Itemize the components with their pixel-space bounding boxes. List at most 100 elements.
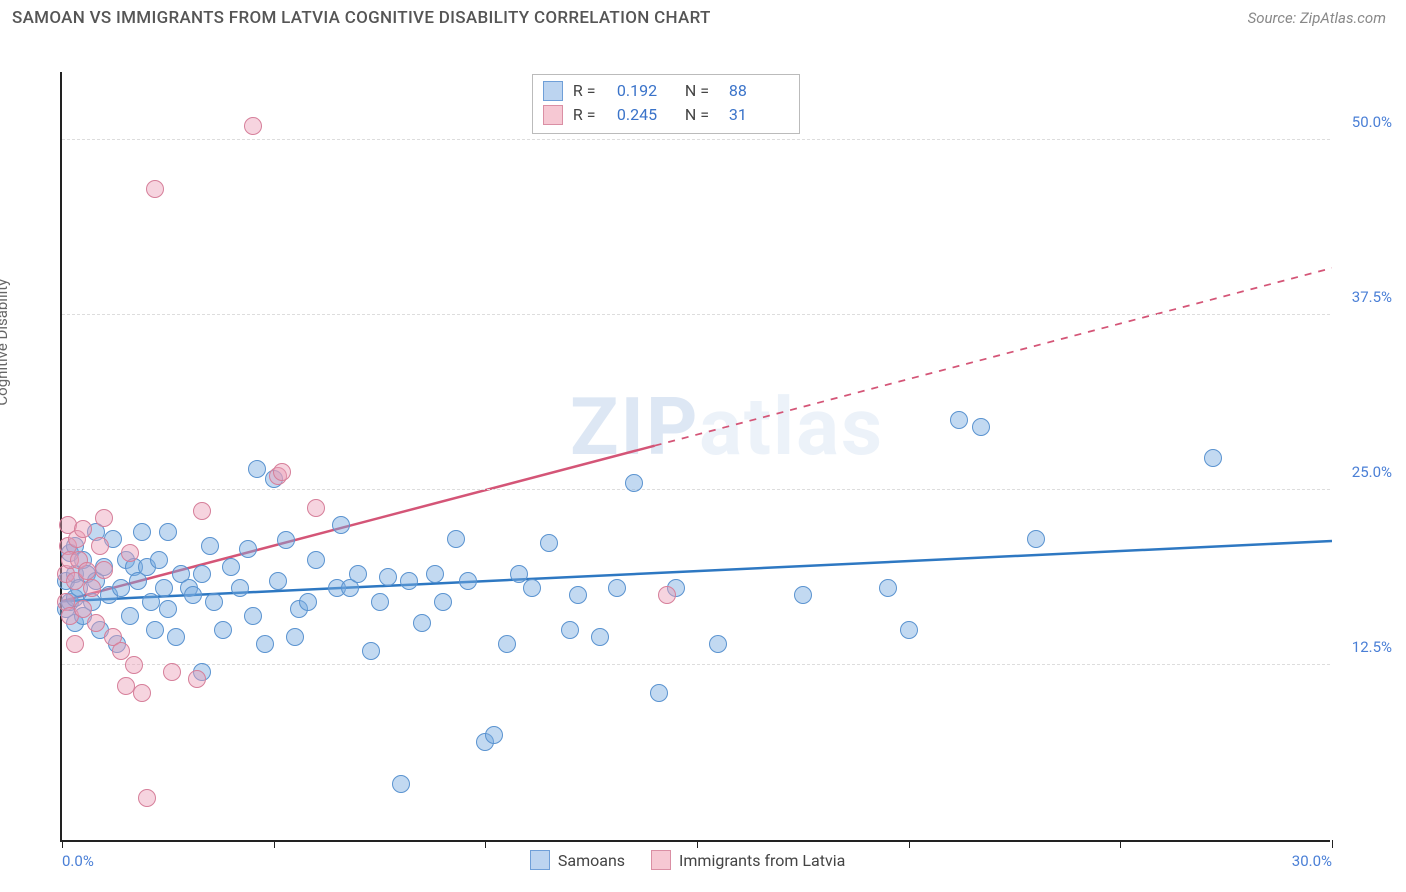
data-point — [91, 537, 109, 555]
data-point — [138, 789, 156, 807]
data-point — [447, 530, 465, 548]
data-point — [561, 621, 579, 639]
data-point — [392, 775, 410, 793]
data-point — [244, 117, 262, 135]
data-point — [95, 509, 113, 527]
data-point — [269, 572, 287, 590]
data-point — [83, 579, 101, 597]
data-point — [159, 523, 177, 541]
data-point — [121, 544, 139, 562]
data-point — [201, 537, 219, 555]
x-tick-label: 0.0% — [62, 852, 94, 870]
data-point — [658, 586, 676, 604]
data-point — [349, 565, 367, 583]
y-tick-label: 12.5% — [1352, 638, 1392, 656]
data-point — [112, 579, 130, 597]
data-point — [214, 621, 232, 639]
data-point — [569, 586, 587, 604]
data-point — [188, 670, 206, 688]
data-point — [498, 635, 516, 653]
x-tick — [485, 840, 486, 848]
data-point — [794, 586, 812, 604]
data-point — [972, 418, 990, 436]
data-point — [523, 579, 541, 597]
legend-stats: R =0.192N =88R =0.245N =31 — [532, 74, 800, 134]
legend-series: Samoans Immigrants from Latvia — [530, 850, 845, 870]
legend-n-value: 31 — [729, 103, 787, 127]
data-point — [78, 562, 96, 580]
legend-n-label: N = — [685, 79, 719, 103]
legend-swatch — [530, 850, 550, 870]
data-point — [205, 593, 223, 611]
data-point — [121, 607, 139, 625]
data-point — [608, 579, 626, 597]
data-point — [362, 642, 380, 660]
legend-r-value: 0.192 — [617, 79, 675, 103]
data-point — [400, 572, 418, 590]
data-point — [193, 565, 211, 583]
data-point — [146, 621, 164, 639]
y-axis-label: Cognitive Disability — [0, 279, 11, 406]
legend-series-label: Samoans — [558, 851, 625, 870]
data-point — [222, 558, 240, 576]
data-point — [167, 628, 185, 646]
gridline-h — [62, 139, 1330, 140]
data-point — [117, 677, 135, 695]
legend-r-label: R = — [573, 79, 607, 103]
data-point — [273, 463, 291, 481]
x-tick — [1332, 840, 1333, 848]
x-tick — [697, 840, 698, 848]
data-point — [95, 561, 113, 579]
legend-swatch — [543, 105, 563, 125]
data-point — [459, 572, 477, 590]
data-point — [709, 635, 727, 653]
data-point — [1027, 530, 1045, 548]
data-point — [231, 579, 249, 597]
data-point — [950, 411, 968, 429]
trend-line-dashed — [655, 268, 1332, 446]
gridline-h — [62, 664, 1330, 665]
data-point — [239, 540, 257, 558]
data-point — [299, 593, 317, 611]
data-point — [155, 579, 173, 597]
data-point — [650, 684, 668, 702]
legend-stats-row: R =0.192N =88 — [543, 79, 787, 103]
data-point — [277, 531, 295, 549]
chart-container: Cognitive Disability ZIPatlas R =0.192N … — [12, 32, 1394, 888]
legend-n-label: N = — [685, 103, 719, 127]
data-point — [1204, 449, 1222, 467]
data-point — [307, 499, 325, 517]
data-point — [426, 565, 444, 583]
y-tick-label: 50.0% — [1352, 113, 1392, 131]
data-point — [434, 593, 452, 611]
data-point — [133, 684, 151, 702]
legend-series-label: Immigrants from Latvia — [679, 851, 845, 870]
data-point — [591, 628, 609, 646]
y-tick-label: 25.0% — [1352, 463, 1392, 481]
data-point — [184, 586, 202, 604]
x-tick — [274, 840, 275, 848]
legend-swatch — [651, 850, 671, 870]
legend-swatch — [543, 81, 563, 101]
data-point — [485, 726, 503, 744]
legend-stats-row: R =0.245N =31 — [543, 103, 787, 127]
legend-series-item: Samoans — [530, 850, 625, 870]
data-point — [125, 656, 143, 674]
data-point — [142, 593, 160, 611]
data-point — [540, 534, 558, 552]
gridline-h — [62, 489, 1330, 490]
data-point — [163, 663, 181, 681]
data-point — [248, 460, 266, 478]
data-point — [74, 520, 92, 538]
data-point — [900, 621, 918, 639]
trend-lines — [62, 72, 1332, 842]
data-point — [256, 635, 274, 653]
data-point — [625, 474, 643, 492]
data-point — [146, 180, 164, 198]
data-point — [879, 579, 897, 597]
x-tick — [1120, 840, 1121, 848]
x-tick-label: 30.0% — [1292, 852, 1332, 870]
plot-area: ZIPatlas R =0.192N =88R =0.245N =31 12.5… — [60, 72, 1330, 842]
data-point — [244, 607, 262, 625]
data-point — [87, 614, 105, 632]
